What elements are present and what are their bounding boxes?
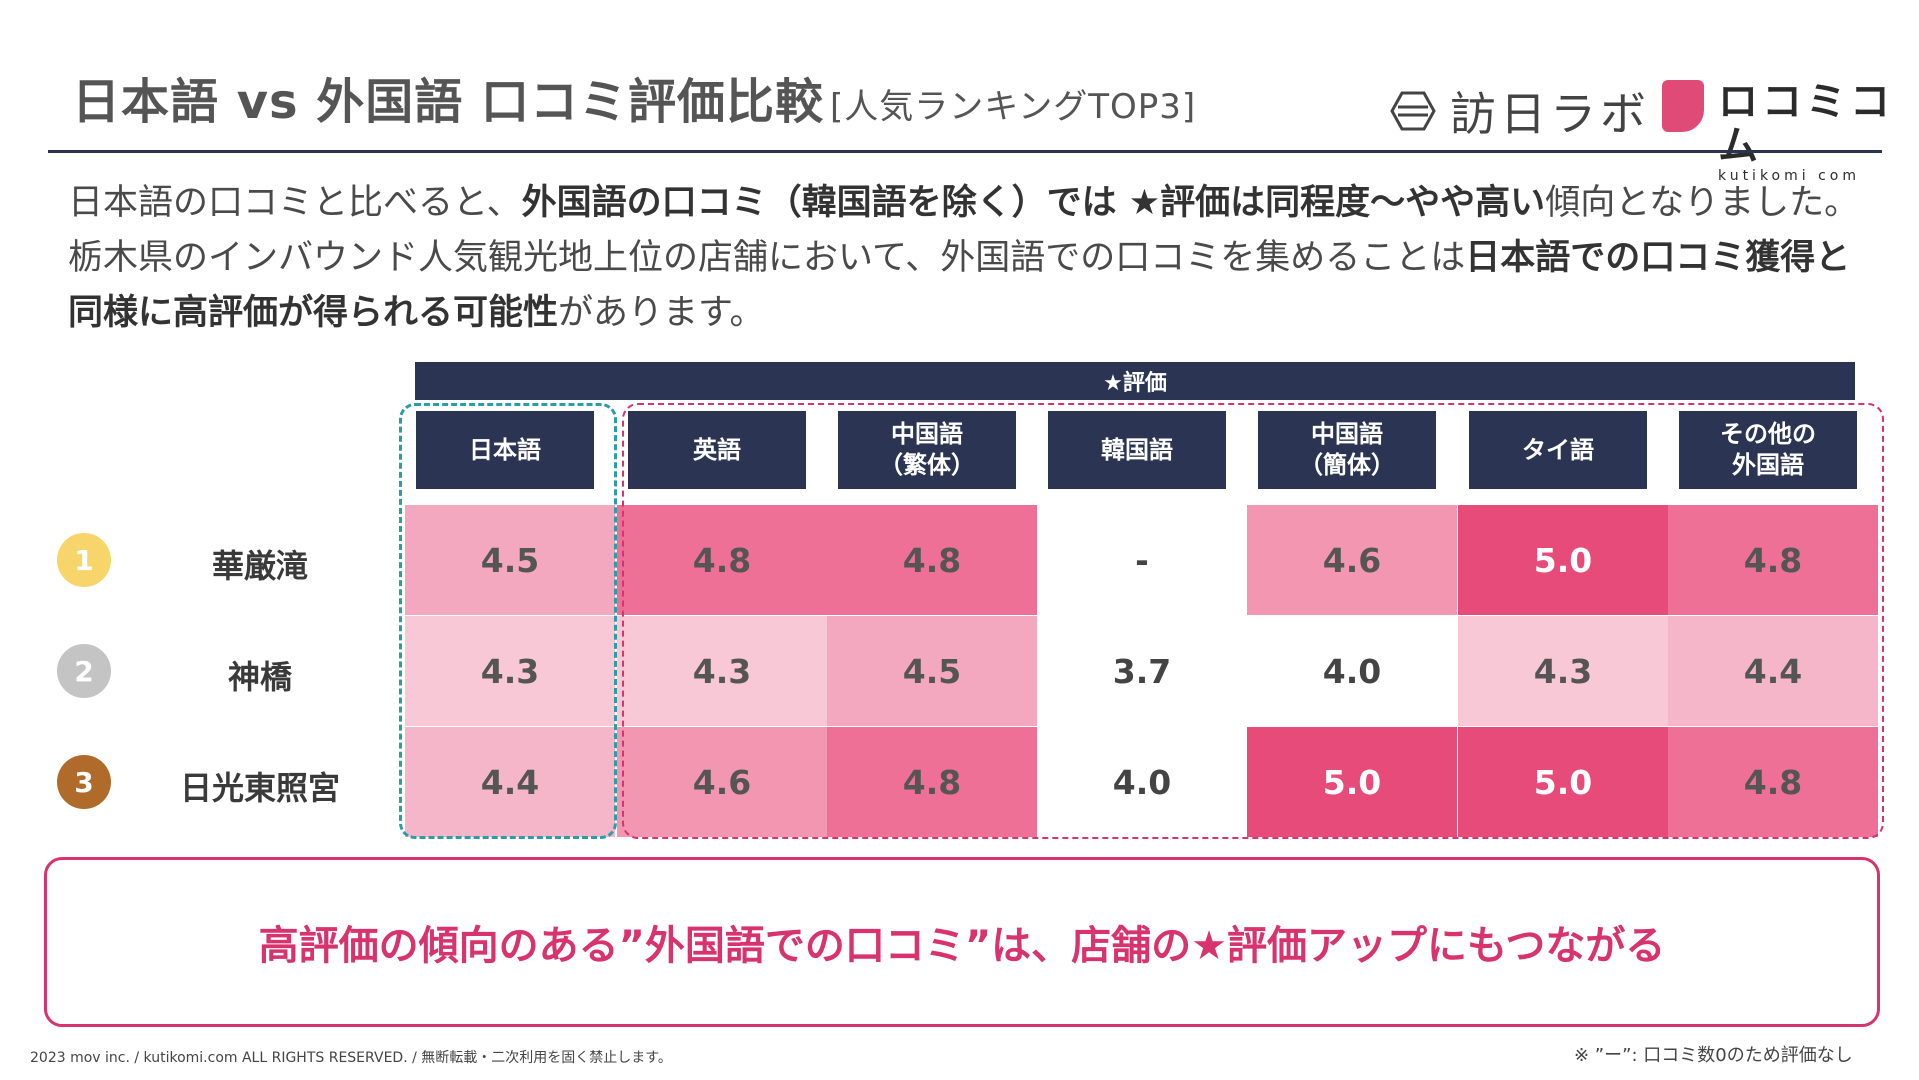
column-header: 英語 [628,411,806,489]
place-name: 神橋 [227,658,292,696]
kutikomi-logo-url: kutikomi com [1718,168,1860,184]
rating-cell: 4.8 [1668,505,1878,615]
intro-text: 栃木県のインバウンド人気観光地上位の店舗において、外国語での口コミを集めることは [68,238,1466,278]
rating-cell: 5.0 [1458,505,1668,615]
place-name: 華厳滝 [211,547,308,585]
foreign-highlight-frame [622,403,1884,839]
intro-text: 傾向となりました。 [1545,183,1860,223]
column-header: 中国語 （簡体） [1258,411,1436,489]
rating-cell: 4.4 [1668,616,1878,726]
kutikomi-logo-text: ロコミコム [1718,79,1895,169]
rating-cell: 5.0 [1247,727,1457,837]
hexagon-logo-icon [1390,91,1436,131]
page-title: 日本語 vs 外国語 口コミ評価比較 [人気ランキングTOP3] [72,62,1196,132]
copyright-footer: 2023 mov inc. / kutikomi.com ALL RIGHTS … [30,1050,672,1066]
rank-badge: 1 [57,533,111,587]
intro-emphasis: 外国語の口コミ（韓国語を除く）では ★評価は同程度～やや高い [521,183,1546,223]
place-name: 日光東照宮 [179,769,340,807]
conclusion-callout: 高評価の傾向のある”外国語での口コミ”は、店舗の★評価アップにもつながる [44,857,1880,1027]
rating-cell: 4.6 [1247,505,1457,615]
footnote: ※ ”ー”: 口コミ数0のため評価なし [1574,1045,1853,1066]
rank-badge: 2 [57,644,111,698]
rating-group-header: ★評価 [415,362,1855,400]
rating-cell: 4.3 [405,616,615,726]
rating-cell: 4.3 [1458,616,1668,726]
intro-text: があります。 [558,293,765,333]
intro-paragraph: 日本語の口コミと比べると、外国語の口コミ（韓国語を除く）では ★評価は同程度～や… [68,176,1868,341]
rating-cell: 4.5 [405,505,615,615]
rating-cell: 4.8 [1668,727,1878,837]
rating-cell: 4.0 [1037,727,1247,837]
rating-cell: 4.8 [827,505,1037,615]
column-header: 日本語 [416,411,594,489]
rating-cell: 4.4 [405,727,615,837]
column-header: 韓国語 [1048,411,1226,489]
kutikomi-com-logo: ロコミコム kutikomi com [1662,80,1919,184]
column-header: その他の 外国語 [1679,411,1857,489]
rating-cell: 4.8 [617,505,827,615]
intro-text: 日本語の口コミと比べると、 [68,183,522,223]
rating-cell: 4.0 [1247,616,1457,726]
rating-cell: 4.6 [617,727,827,837]
title-subtitle: [人気ランキングTOP3] [830,87,1197,127]
rank-badge: 3 [57,755,111,809]
japanese-highlight-frame [399,403,617,839]
rating-cell: 4.3 [617,616,827,726]
column-header: 中国語 （繁体） [838,411,1016,489]
rating-cell: 4.8 [827,727,1037,837]
rating-cell: - [1037,505,1247,615]
column-header: タイ語 [1469,411,1647,489]
houjitsu-lab-logo: 訪日ラボ [1390,78,1650,144]
title-divider [48,150,1882,153]
rating-cell: 5.0 [1458,727,1668,837]
kutikomi-mark-icon [1662,80,1705,132]
title-main: 日本語 vs 外国語 口コミ評価比較 [72,74,824,130]
intro-emphasis: 日本語での口コミ獲得と同様に高評価が得られる可能性 [68,238,1851,333]
houjitsu-lab-text: 訪日ラボ [1450,87,1650,141]
rating-cell: 3.7 [1037,616,1247,726]
rating-cell: 4.5 [827,616,1037,726]
